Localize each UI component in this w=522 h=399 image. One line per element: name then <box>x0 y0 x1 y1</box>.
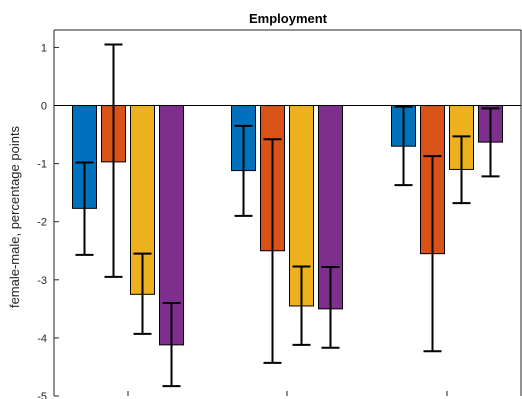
y-tick-label: 0 <box>41 101 47 113</box>
y-tick-label: -3 <box>37 275 47 287</box>
y-tick-label: -1 <box>37 159 47 171</box>
chart-title: Employment <box>249 11 328 26</box>
y-tick-label: 1 <box>41 42 47 54</box>
y-tick-label: -4 <box>37 333 47 345</box>
y-axis-label: female-male, percentage points <box>7 125 22 308</box>
y-tick-label: -5 <box>37 391 47 399</box>
y-tick-label: -2 <box>37 217 47 229</box>
plot-area: 1 0 -1 -2 -3 -4 -5 <box>37 29 522 399</box>
